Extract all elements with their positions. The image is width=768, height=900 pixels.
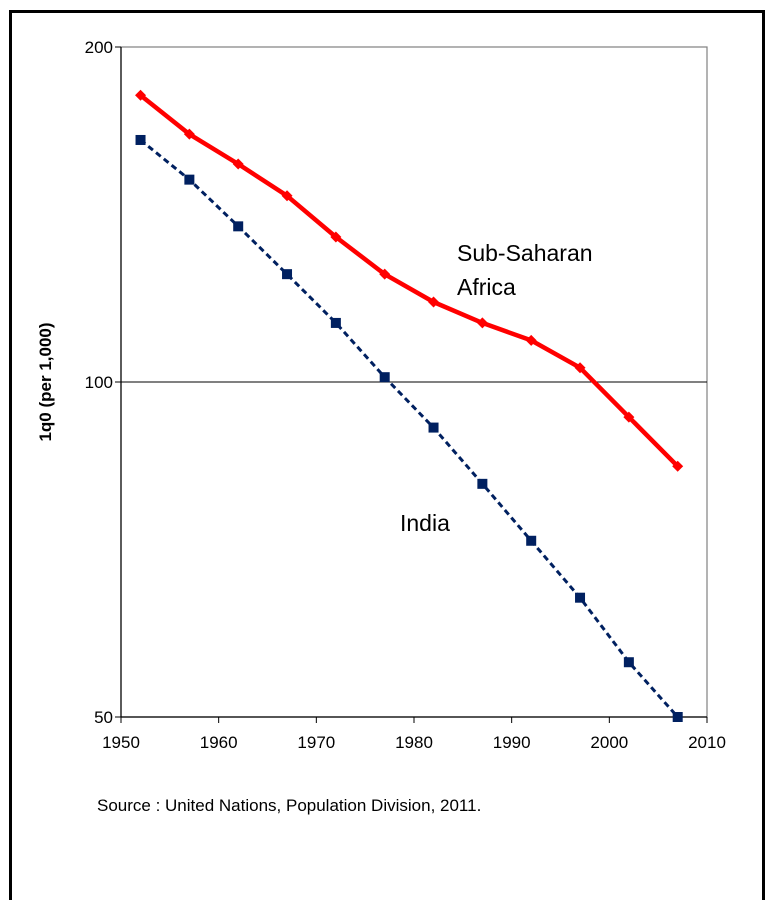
x-tick-label: 1970 xyxy=(297,733,335,752)
series-sub-saharan-africa xyxy=(135,89,684,472)
data-point-india xyxy=(184,174,195,185)
data-point-sub-saharan-africa xyxy=(379,268,391,280)
data-point-india xyxy=(477,478,488,489)
x-tick-label: 2000 xyxy=(590,733,628,752)
axes xyxy=(115,46,708,723)
y-tick-label: 100 xyxy=(85,373,113,392)
x-tick-label: 1950 xyxy=(102,733,140,752)
data-point-sub-saharan-africa xyxy=(476,317,488,329)
series-label-sub-saharan-africa: Sub-Saharan Africa xyxy=(457,240,599,300)
data-point-sub-saharan-africa xyxy=(574,362,586,374)
data-point-india xyxy=(672,712,683,722)
x-tick-label: 1960 xyxy=(200,733,238,752)
data-point-sub-saharan-africa xyxy=(330,231,342,243)
data-point-india xyxy=(428,422,439,433)
series-india xyxy=(135,134,683,722)
source-note: Source : United Nations, Population Divi… xyxy=(97,796,481,815)
data-point-india xyxy=(575,592,586,603)
y-tick-labels: 50 100 200 xyxy=(85,38,113,727)
y-axis-label: 1q0 (per 1,000) xyxy=(36,322,55,441)
data-point-sub-saharan-africa xyxy=(135,89,147,101)
y-tick-label: 200 xyxy=(85,38,113,57)
data-point-sub-saharan-africa xyxy=(428,296,440,308)
x-tick-labels: 1950 1960 1970 1980 1990 2000 2010 xyxy=(102,733,726,752)
data-point-india xyxy=(379,372,390,383)
data-point-sub-saharan-africa xyxy=(672,460,684,472)
y-tick-label: 50 xyxy=(94,708,113,727)
series-label-line: Africa xyxy=(457,274,516,300)
data-point-india xyxy=(233,221,244,232)
series-line-india xyxy=(139,138,679,718)
series-label-india: India xyxy=(400,510,450,536)
chart-frame xyxy=(9,10,765,900)
x-tick-label: 2010 xyxy=(688,733,726,752)
data-point-sub-saharan-africa xyxy=(183,128,195,140)
series-line-sub-saharan-africa xyxy=(139,93,680,468)
data-point-india xyxy=(623,657,634,668)
data-point-india xyxy=(282,269,293,280)
data-point-sub-saharan-africa xyxy=(623,411,635,423)
data-point-sub-saharan-africa xyxy=(232,158,244,170)
data-point-sub-saharan-africa xyxy=(281,190,293,202)
data-point-india xyxy=(526,535,537,546)
series-label-line: Sub-Saharan xyxy=(457,240,593,266)
data-point-india xyxy=(135,134,146,145)
data-point-india xyxy=(330,317,341,328)
x-tick-label: 1990 xyxy=(493,733,531,752)
data-point-sub-saharan-africa xyxy=(525,334,537,346)
series-layer xyxy=(135,89,684,722)
x-tick-label: 1980 xyxy=(395,733,433,752)
